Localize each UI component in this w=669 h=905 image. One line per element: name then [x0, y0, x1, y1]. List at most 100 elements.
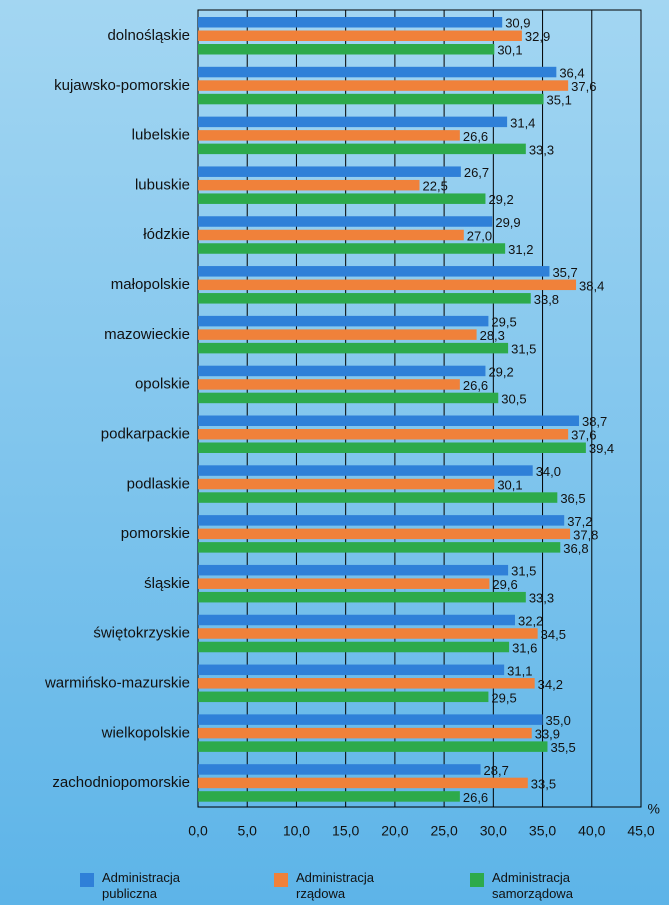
value-label: 34,5	[541, 627, 566, 642]
category-label: śląskie	[144, 575, 190, 592]
value-label: 28,3	[480, 328, 505, 343]
bar	[198, 664, 505, 676]
category-label: lubelskie	[132, 127, 190, 144]
x-axis-unit: %	[648, 801, 660, 817]
value-label: 37,8	[573, 527, 598, 542]
value-label: 39,4	[589, 441, 614, 456]
value-label: 35,1	[547, 93, 572, 108]
value-label: 33,3	[529, 142, 554, 157]
value-label: 30,5	[501, 391, 526, 406]
bar	[198, 591, 526, 603]
value-label: 36,4	[559, 66, 584, 81]
category-label: podkarpackie	[101, 425, 190, 442]
category-label: dolnośląskie	[107, 27, 190, 44]
value-label: 35,0	[546, 713, 571, 728]
category-label: wielkopolskie	[101, 724, 190, 741]
value-label: 32,2	[518, 613, 543, 628]
value-label: 33,9	[535, 727, 560, 742]
bar	[198, 229, 464, 241]
bar	[198, 44, 495, 55]
bar	[198, 243, 506, 254]
value-label: 38,4	[579, 278, 604, 293]
category-label: łódzkie	[143, 226, 190, 243]
x-tick-label: 25,0	[430, 823, 457, 839]
value-label: 26,7	[464, 165, 489, 180]
value-label: 36,8	[563, 541, 588, 556]
bar	[198, 130, 460, 141]
category-label: mazowieckie	[104, 326, 190, 343]
x-tick-label: 20,0	[381, 823, 408, 839]
value-label: 34,0	[536, 464, 561, 479]
bar	[198, 415, 579, 426]
value-label: 31,5	[511, 342, 536, 357]
bar	[198, 342, 509, 354]
bar	[198, 379, 460, 390]
value-label: 30,1	[497, 43, 522, 58]
bar	[198, 492, 558, 503]
legend-item: Administracja samorządowa	[470, 870, 607, 902]
bar	[198, 429, 569, 440]
value-label: 31,2	[508, 242, 533, 257]
value-label: 33,5	[531, 776, 556, 791]
bar	[198, 30, 522, 41]
x-tick-label: 5,0	[237, 823, 257, 839]
category-label: zachodniopomorskie	[52, 774, 190, 791]
bar	[198, 727, 532, 739]
value-label: 35,7	[552, 265, 577, 280]
value-label: 32,9	[525, 29, 550, 44]
value-label: 37,6	[571, 428, 596, 443]
bar	[198, 691, 489, 703]
bar	[198, 392, 499, 404]
value-label: 29,5	[491, 690, 516, 705]
value-label: 29,6	[492, 577, 517, 592]
x-tick-label: 0,0	[188, 823, 208, 839]
bar	[198, 279, 577, 291]
chart: % 0,0 5,0 10,0 15,0 20,0 25,0 30,0 35,0 40,0 45,0…	[44, 9, 660, 839]
bar	[198, 777, 528, 789]
value-label: 34,2	[538, 677, 563, 692]
bar	[198, 266, 550, 277]
category-label: lubuskie	[135, 176, 190, 193]
legend-swatch	[470, 873, 484, 887]
category-label: małopolskie	[111, 276, 190, 293]
x-tick-label: 15,0	[332, 823, 359, 839]
bar	[198, 614, 515, 626]
value-label: 37,2	[567, 514, 592, 529]
x-tick-label: 40,0	[578, 823, 605, 839]
value-label: 35,5	[550, 740, 575, 755]
plot-frame	[197, 9, 642, 808]
value-label: 29,9	[495, 215, 520, 230]
value-label: 31,5	[511, 564, 536, 579]
bar	[198, 442, 586, 453]
legend-swatch	[80, 873, 94, 887]
legend-item: Administracja publiczna	[80, 870, 217, 902]
bar	[198, 628, 538, 639]
bar	[198, 17, 503, 28]
value-label: 26,6	[463, 790, 488, 805]
legend-item: Administracja rządowa	[274, 870, 411, 902]
value-label: 22,5	[423, 179, 448, 194]
bar	[198, 365, 486, 377]
bar	[198, 329, 477, 340]
value-label: 33,8	[534, 292, 559, 307]
value-label: 26,6	[463, 378, 488, 393]
legend-swatch	[274, 873, 288, 887]
bar	[198, 515, 565, 526]
legend-label: Administracja publiczna	[102, 870, 181, 901]
x-tick-label: 10,0	[283, 823, 310, 839]
bar	[198, 143, 526, 155]
category-label: świętokrzyskie	[93, 625, 190, 642]
x-tick-label: 35,0	[529, 823, 556, 839]
x-tick-label: 45,0	[627, 823, 654, 839]
bar	[198, 116, 508, 128]
bar	[198, 741, 548, 752]
value-label: 36,5	[560, 491, 585, 506]
bar	[198, 764, 481, 775]
bar	[198, 315, 489, 327]
bar	[198, 528, 571, 540]
category-label: opolskie	[135, 376, 190, 393]
value-label: 27,0	[467, 228, 492, 243]
bar	[198, 714, 543, 725]
bar	[198, 465, 533, 476]
category-label: kujawsko-pomorskie	[54, 77, 190, 94]
